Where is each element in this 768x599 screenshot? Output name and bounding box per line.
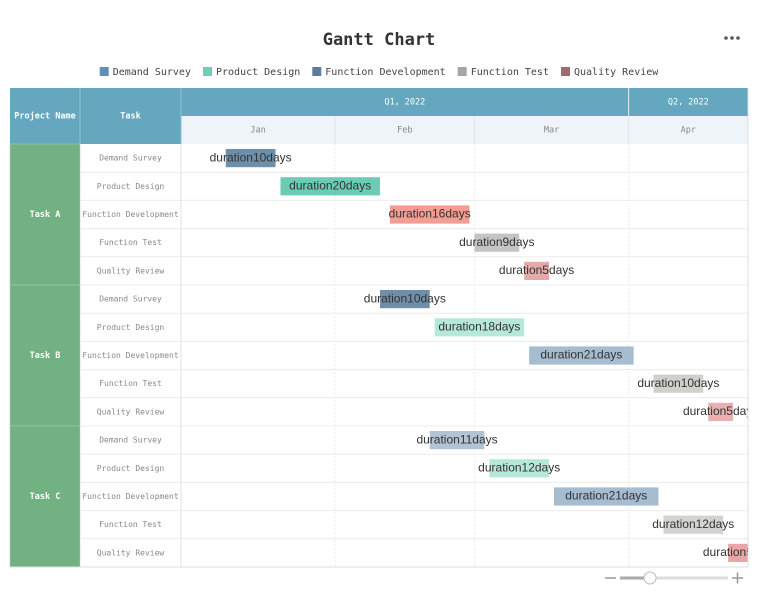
project-name: Task B	[30, 351, 61, 361]
legend-label: Function Development	[325, 67, 445, 78]
bar-label: duration11days	[416, 432, 497, 446]
gantt-bar	[379, 290, 430, 309]
task-name: Product Design	[97, 323, 165, 332]
bar-label: duration18days	[438, 319, 520, 333]
task-name: Function Development	[82, 210, 179, 219]
gantt-bar	[524, 261, 550, 280]
bar-label: duration21days	[540, 348, 622, 362]
task-name: Product Design	[97, 464, 165, 473]
zoom-slider[interactable]	[605, 571, 743, 585]
bar-label: duration9days	[459, 235, 534, 249]
legend: Demand Survey Product Design Function Deve…	[99, 67, 659, 78]
legend-item: Demand Survey	[99, 67, 191, 78]
bar-label: duration5days	[499, 263, 574, 277]
legend-swatch	[457, 67, 467, 76]
month-header-bg	[181, 116, 748, 144]
bar-label: duration12days	[652, 517, 734, 531]
legend-label: Product Design	[216, 67, 300, 78]
bar-label: duration16days	[389, 207, 471, 221]
bar-label: duration10days	[637, 376, 719, 390]
task-name: Demand Survey	[99, 436, 162, 445]
bar-label: duration20days	[289, 178, 371, 192]
project-cell	[9, 425, 81, 568]
task-name: Demand Survey	[99, 154, 162, 163]
bars: duration10days duration20days duration16da…	[210, 149, 768, 562]
x-tick-label: Mar	[544, 126, 559, 136]
header-label: Project Name	[14, 111, 75, 122]
task-name: Quality Review	[97, 266, 165, 275]
chart-title: Gantt Chart	[323, 30, 436, 50]
gantt-bar	[653, 374, 704, 393]
task-name: Quality Review	[97, 407, 165, 416]
gantt-bar	[554, 487, 659, 506]
task-name: Function Test	[99, 520, 162, 529]
quarter-label: Q1, 2022	[384, 98, 425, 108]
project-name: Task A	[30, 210, 61, 220]
gantt-bar	[434, 318, 525, 337]
bar-label: duration10days	[210, 150, 292, 164]
project-cell	[9, 284, 81, 427]
legend-item: Product Design	[202, 67, 300, 78]
legend-label: Quality Review	[574, 67, 659, 78]
project-name: Task C	[30, 492, 61, 502]
gantt-bar	[225, 149, 276, 168]
gantt-bar	[474, 233, 520, 252]
task-name: Function Development	[82, 492, 179, 501]
x-tick-label: Feb	[397, 126, 412, 136]
project-cell	[9, 143, 81, 286]
task-name: Product Design	[97, 182, 165, 191]
legend-label: Function Test	[471, 67, 549, 78]
x-tick-label: Jan	[250, 126, 265, 136]
bar-label: duration12days	[478, 460, 560, 474]
task-name: Function Test	[99, 238, 162, 247]
gantt-bar	[663, 515, 724, 534]
header-label: Task	[120, 112, 140, 122]
legend-swatch	[560, 67, 570, 76]
legend-item: Quality Review	[560, 67, 659, 78]
gantt-table: Project Name Task Q1, 2022 Q2, 2022 Jan Feb Ma…	[9, 88, 768, 568]
gantt-bar	[728, 543, 748, 562]
task-name: Quality Review	[97, 548, 165, 557]
task-name: Function Test	[99, 379, 162, 388]
legend-label: Demand Survey	[113, 67, 191, 78]
task-name: Function Development	[82, 351, 179, 360]
gantt-bar	[429, 431, 485, 450]
legend-swatch	[202, 67, 212, 76]
quarter-label: Q2, 2022	[668, 98, 709, 108]
legend-swatch	[99, 67, 109, 76]
legend-item: Function Development	[312, 67, 446, 78]
gantt-bar	[389, 205, 470, 224]
gantt-bar	[529, 346, 634, 365]
gantt-bar	[280, 177, 380, 196]
header-left-bg	[10, 88, 181, 144]
legend-item: Function Test	[457, 67, 549, 78]
bar-label: duration10days	[364, 291, 446, 305]
gantt-bar	[708, 402, 734, 421]
bar-label: duration21days	[565, 489, 647, 503]
gantt-bar	[489, 459, 550, 478]
task-name: Demand Survey	[99, 295, 162, 304]
bar-label: duration5days	[703, 545, 768, 559]
x-tick-label: Apr	[681, 126, 696, 136]
more-menu[interactable]	[724, 36, 740, 40]
bar-label: duration5days	[683, 404, 758, 418]
legend-swatch	[312, 67, 322, 76]
